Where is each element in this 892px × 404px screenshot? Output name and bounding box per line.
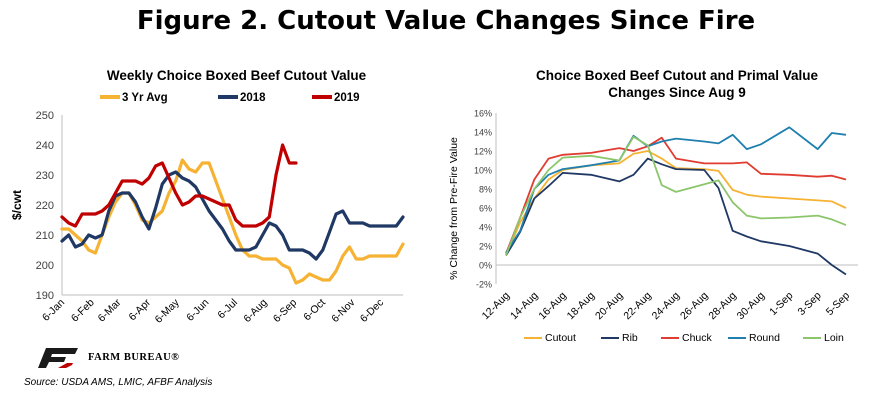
- x-tick-label-16-aug: 16-Aug: [536, 290, 569, 323]
- primal-change-chart: Choice Boxed Beef Cutout and Primal Valu…: [448, 68, 858, 344]
- series-line-rib: [505, 157, 847, 276]
- series-line-3-yr-avg: [60, 158, 405, 285]
- chart2-title-line2: Changes Since Aug 9: [608, 85, 746, 100]
- x-tick-label-3-sep: 3-Sep: [795, 290, 823, 318]
- series-line-round: [505, 126, 847, 254]
- x-tick-label-6-oct: 6-Oct: [301, 297, 328, 324]
- x-tick-label-24-aug: 24-Aug: [650, 290, 683, 323]
- x-tick-label-6-feb: 6-Feb: [69, 297, 97, 325]
- legend-label-2019: 2019: [334, 92, 360, 104]
- x-tick-label-26-aug: 26-Aug: [678, 290, 711, 323]
- legend-label-3-yr-avg: 3 Yr Avg: [122, 92, 168, 104]
- x-tick-label-6-dec: 6-Dec: [358, 297, 386, 325]
- y-tick-label--2-: -2%: [476, 280, 492, 290]
- chart2-title: Choice Boxed Beef Cutout and Primal Valu…: [536, 68, 819, 100]
- y-tick-label-240: 240: [36, 140, 54, 152]
- series-line-2018: [60, 170, 405, 261]
- chart2-y-axis-title: % Change from Pre-Fire Value: [448, 137, 460, 280]
- y-tick-label-250: 250: [36, 110, 54, 122]
- x-tick-label-6-mar: 6-Mar: [96, 296, 124, 324]
- series-line-chuck: [505, 136, 847, 254]
- y-tick-label-190: 190: [36, 290, 54, 302]
- series-line-cutout: [505, 150, 847, 256]
- x-tick-label-28-aug: 28-Aug: [706, 290, 739, 323]
- x-tick-label-22-aug: 22-Aug: [621, 290, 654, 323]
- y-tick-label-210: 210: [36, 230, 54, 242]
- x-tick-label-6-jul: 6-Jul: [215, 297, 240, 322]
- x-tick-label-6-may: 6-May: [153, 296, 183, 326]
- x-tick-label-12-aug: 12-Aug: [480, 290, 513, 323]
- figure-title: Figure 2. Cutout Value Changes Since Fir…: [136, 6, 756, 36]
- x-tick-label-18-aug: 18-Aug: [565, 290, 598, 323]
- organization-name: FARM BUREAU®: [88, 352, 180, 363]
- y-tick-label-200: 200: [36, 260, 54, 272]
- series-line-2019: [60, 143, 298, 228]
- x-tick-label-6-aug: 6-Aug: [241, 297, 269, 325]
- legend-label-cutout: Cutout: [545, 332, 576, 344]
- chart1-y-axis-title: $/cwt: [10, 190, 24, 220]
- x-tick-label-20-aug: 20-Aug: [593, 290, 626, 323]
- x-tick-label-6-apr: 6-Apr: [126, 296, 153, 323]
- x-tick-label-6-jun: 6-Jun: [184, 297, 211, 324]
- legend-label-2018: 2018: [240, 92, 266, 104]
- farm-bureau-logo-icon: [38, 348, 78, 368]
- y-tick-label-8-: 8%: [479, 185, 492, 195]
- legend-label-loin: Loin: [824, 332, 844, 344]
- y-tick-label-12-: 12%: [474, 147, 492, 157]
- x-tick-label-30-aug: 30-Aug: [735, 290, 768, 323]
- x-tick-label-5-sep: 5-Sep: [824, 290, 852, 318]
- chart1-title: Weekly Choice Boxed Beef Cutout Value: [107, 68, 367, 83]
- y-tick-label-2-: 2%: [479, 242, 492, 252]
- legend-label-rib: Rib: [622, 332, 638, 344]
- y-tick-label-4-: 4%: [479, 223, 492, 233]
- y-tick-label-6-: 6%: [479, 204, 492, 214]
- weekly-cutout-chart: Weekly Choice Boxed Beef Cutout Value 3 Y…: [10, 68, 405, 326]
- x-tick-label-6-nov: 6-Nov: [329, 296, 358, 325]
- y-tick-label-230: 230: [36, 170, 54, 182]
- x-tick-label-14-aug: 14-Aug: [508, 290, 541, 323]
- y-tick-label-14-: 14%: [474, 128, 492, 138]
- source-note: Source: USDA AMS, LMIC, AFBF Analysis: [24, 377, 213, 388]
- x-tick-label-1-sep: 1-Sep: [767, 290, 795, 318]
- legend-label-chuck: Chuck: [682, 332, 713, 344]
- series-line-loin: [505, 135, 847, 256]
- y-tick-label-220: 220: [36, 200, 54, 212]
- y-tick-label-0-: 0%: [479, 261, 492, 271]
- y-tick-label-16-: 16%: [474, 109, 492, 119]
- x-tick-label-6-sep: 6-Sep: [271, 297, 299, 325]
- chart2-title-line1: Choice Boxed Beef Cutout and Primal Valu…: [536, 68, 819, 83]
- y-tick-label-10-: 10%: [474, 166, 492, 176]
- legend-label-round: Round: [749, 332, 780, 344]
